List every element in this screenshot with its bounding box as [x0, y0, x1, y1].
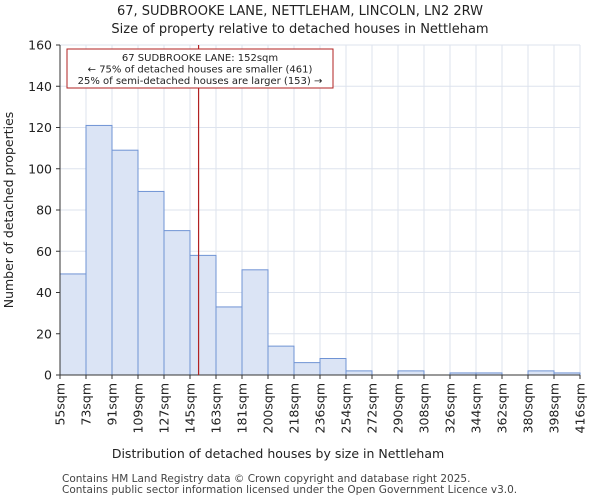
y-tick-label-1: 20 [36, 326, 52, 341]
x-tick-label-362sqm: 362sqm [495, 383, 510, 433]
x-tick-label-416sqm: 416sqm [573, 383, 588, 433]
bar-109sqm [137, 190, 165, 376]
y-tick-label-4: 80 [36, 203, 52, 218]
bar-200sqm [267, 345, 295, 376]
x-tick-label-181sqm: 181sqm [235, 383, 250, 433]
x-tick-label-272sqm: 272sqm [365, 383, 380, 433]
histogram-chart: 67, SUDBROOKE LANE, NETTLEHAM, LINCOLN, … [1, 4, 588, 461]
x-ticks: 55sqm 73sqm 91sqm 109sqm 127sqm 145sqm 163sqm 1… [53, 375, 588, 433]
x-tick-label-127sqm: 127sqm [157, 383, 172, 433]
bar-290sqm [397, 370, 425, 376]
chart-subtitle: Size of property relative to detached ho… [111, 22, 488, 37]
y-tick-label-6: 120 [28, 120, 52, 135]
y-axis-label: Number of detached properties [1, 112, 16, 309]
x-tick-label-254sqm: 254sqm [339, 383, 354, 433]
annotation-box [66, 48, 334, 89]
bar-55sqm [59, 273, 87, 376]
bar-218sqm [293, 362, 321, 376]
x-tick-label-200sqm: 200sqm [261, 383, 276, 433]
x-tick-label-109sqm: 109sqm [131, 383, 146, 433]
x-tick-label-398sqm: 398sqm [547, 383, 562, 433]
bar-380sqm [527, 370, 555, 376]
y-tick-label-0: 0 [44, 368, 52, 383]
bar-254sqm [345, 370, 373, 376]
x-tick-label-344sqm: 344sqm [469, 383, 484, 433]
bars [59, 124, 581, 376]
y-tick-label-7: 140 [28, 79, 52, 94]
footer-line-2: Contains public sector information licen… [62, 484, 518, 496]
x-tick-label-326sqm: 326sqm [443, 383, 458, 433]
marker: 67 SUDBROOKE LANE: 152sqm← 75% of detach… [66, 45, 334, 375]
bar-163sqm [215, 306, 243, 376]
annotation-line-2: ← 75% of detached houses are smaller (46… [88, 65, 313, 76]
bar-127sqm [163, 230, 191, 376]
annotation-line-1: 67 SUDBROOKE LANE: 152sqm [122, 53, 278, 64]
footer-line-1: Contains HM Land Registry data © Crown c… [62, 473, 471, 485]
bar-181sqm [241, 269, 269, 376]
x-tick-label-163sqm: 163sqm [209, 383, 224, 433]
y-tick-label-2: 40 [36, 285, 52, 300]
x-tick-label-236sqm: 236sqm [313, 383, 328, 433]
y-tick-label-3: 60 [36, 244, 52, 259]
x-tick-label-380sqm: 380sqm [521, 383, 536, 433]
x-tick-label-55sqm: 55sqm [53, 383, 68, 426]
x-tick-label-290sqm: 290sqm [391, 383, 406, 433]
x-axis-label: Distribution of detached houses by size … [112, 446, 444, 461]
chart-title: 67, SUDBROOKE LANE, NETTLEHAM, LINCOLN, … [117, 4, 483, 19]
x-tick-label-308sqm: 308sqm [417, 383, 432, 433]
bar-145sqm [189, 254, 217, 376]
x-tick-label-91sqm: 91sqm [105, 383, 120, 426]
y-tick-label-8: 160 [28, 38, 52, 53]
x-tick-label-218sqm: 218sqm [287, 383, 302, 433]
x-tick-label-145sqm: 145sqm [183, 383, 198, 433]
bar-236sqm [319, 358, 347, 376]
bar-73sqm [85, 124, 113, 376]
bar-91sqm [111, 149, 139, 376]
y-tick-label-5: 100 [28, 161, 52, 176]
annotation-line-3: 25% of semi-detached houses are larger (… [78, 76, 323, 87]
x-tick-label-73sqm: 73sqm [79, 383, 94, 426]
y-ticks: 0 20 40 60 80 100 120 140 160 [28, 38, 60, 383]
